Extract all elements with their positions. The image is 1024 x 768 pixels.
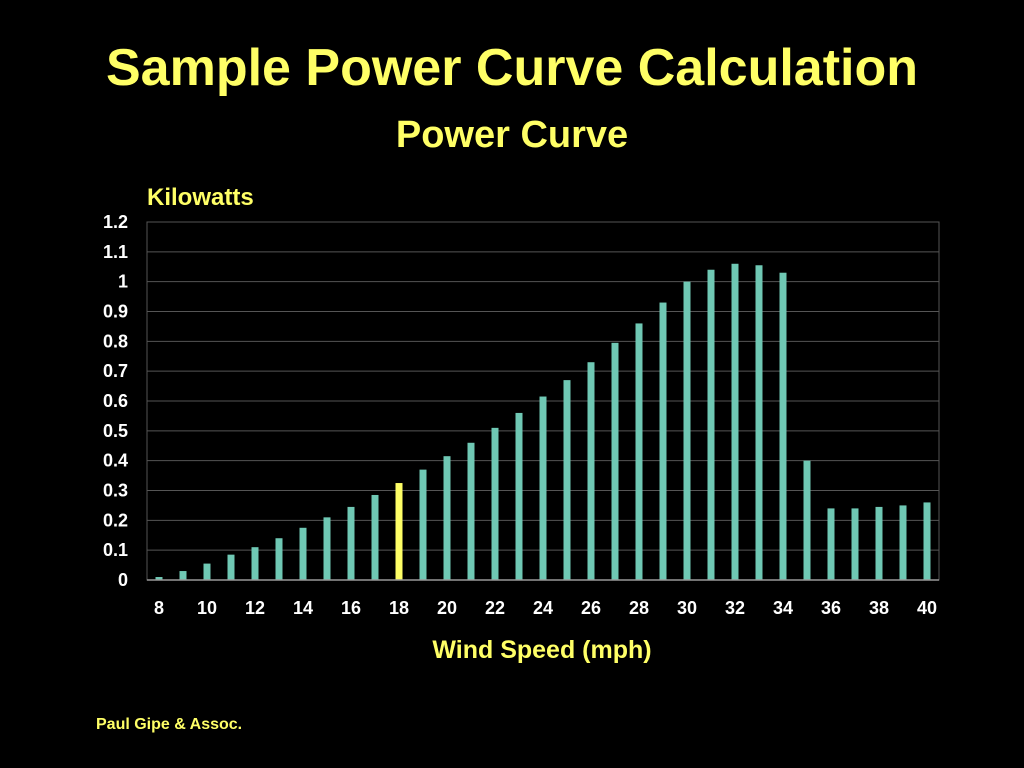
bar xyxy=(227,554,235,580)
x-tick-label: 38 xyxy=(869,598,889,618)
bar xyxy=(563,380,571,580)
bar xyxy=(443,456,451,580)
bar xyxy=(755,265,763,580)
bar xyxy=(323,517,331,580)
x-tick-label: 12 xyxy=(245,598,265,618)
x-tick-label: 18 xyxy=(389,598,409,618)
x-axis-ticks: 8 10 12 14 16 18 20 22 24 26 28 30 32 34 36 38 40 xyxy=(154,598,937,618)
y-tick-label: 0.3 xyxy=(103,481,128,501)
bar xyxy=(539,396,547,580)
y-tick-label: 0.7 xyxy=(103,361,128,381)
bar xyxy=(683,281,691,580)
y-tick-label: 0.4 xyxy=(103,451,128,471)
y-tick-label: 0.6 xyxy=(103,391,128,411)
bar xyxy=(155,577,163,580)
bar xyxy=(299,527,307,580)
x-axis-label: Wind Speed (mph) xyxy=(432,636,652,664)
bar xyxy=(611,342,619,580)
y-tick-label: 0.9 xyxy=(103,302,128,322)
bar xyxy=(899,505,907,580)
bar xyxy=(635,323,643,580)
bar xyxy=(467,442,475,580)
x-tick-label: 24 xyxy=(533,598,553,618)
bar xyxy=(659,302,667,580)
x-tick-label: 26 xyxy=(581,598,601,618)
bar xyxy=(731,263,739,580)
bar xyxy=(515,412,523,580)
bar xyxy=(923,502,931,580)
x-tick-label: 28 xyxy=(629,598,649,618)
highlighted-bar xyxy=(395,483,403,580)
bar xyxy=(851,508,859,580)
bar xyxy=(803,460,811,580)
bar xyxy=(419,469,427,580)
x-tick-label: 34 xyxy=(773,598,793,618)
credit-text: Paul Gipe & Assoc. xyxy=(96,716,243,733)
x-tick-label: 16 xyxy=(341,598,361,618)
bar xyxy=(491,427,499,580)
chart-title: Power Curve xyxy=(395,114,629,156)
bar xyxy=(875,506,883,580)
x-tick-label: 10 xyxy=(197,598,217,618)
x-tick-label: 36 xyxy=(821,598,841,618)
y-axis-ticks: 0 0.1 0.2 0.3 0.4 0.5 0.6 0.7 0.8 0.9 1 1.1 1.2 xyxy=(103,212,128,590)
x-tick-label: 40 xyxy=(917,598,937,618)
x-tick-label: 20 xyxy=(437,598,457,618)
bar xyxy=(827,508,835,580)
slide-title: Sample Power Curve Calculation xyxy=(105,39,919,97)
y-tick-label: 0 xyxy=(118,570,128,590)
y-axis-label: Kilowatts xyxy=(147,184,254,211)
x-tick-label: 30 xyxy=(677,598,697,618)
x-tick-label: 22 xyxy=(485,598,505,618)
bar xyxy=(779,272,787,580)
x-tick-label: 8 xyxy=(154,598,164,618)
bar xyxy=(203,563,211,580)
bar xyxy=(707,269,715,580)
y-tick-label: 0.5 xyxy=(103,421,128,441)
bar xyxy=(371,494,379,580)
y-tick-label: 0.8 xyxy=(103,331,128,351)
x-tick-label: 32 xyxy=(725,598,745,618)
y-tick-label: 1.2 xyxy=(103,212,128,232)
y-tick-label: 1.1 xyxy=(103,242,128,262)
x-tick-label: 14 xyxy=(293,598,313,618)
y-tick-label: 0.2 xyxy=(103,510,128,530)
bar xyxy=(179,571,187,580)
y-tick-label: 1 xyxy=(118,272,128,292)
bar xyxy=(347,506,355,580)
bar xyxy=(587,362,595,580)
bars xyxy=(155,263,931,580)
bar xyxy=(275,538,283,580)
y-tick-label: 0.1 xyxy=(103,540,128,560)
bar xyxy=(251,547,259,580)
